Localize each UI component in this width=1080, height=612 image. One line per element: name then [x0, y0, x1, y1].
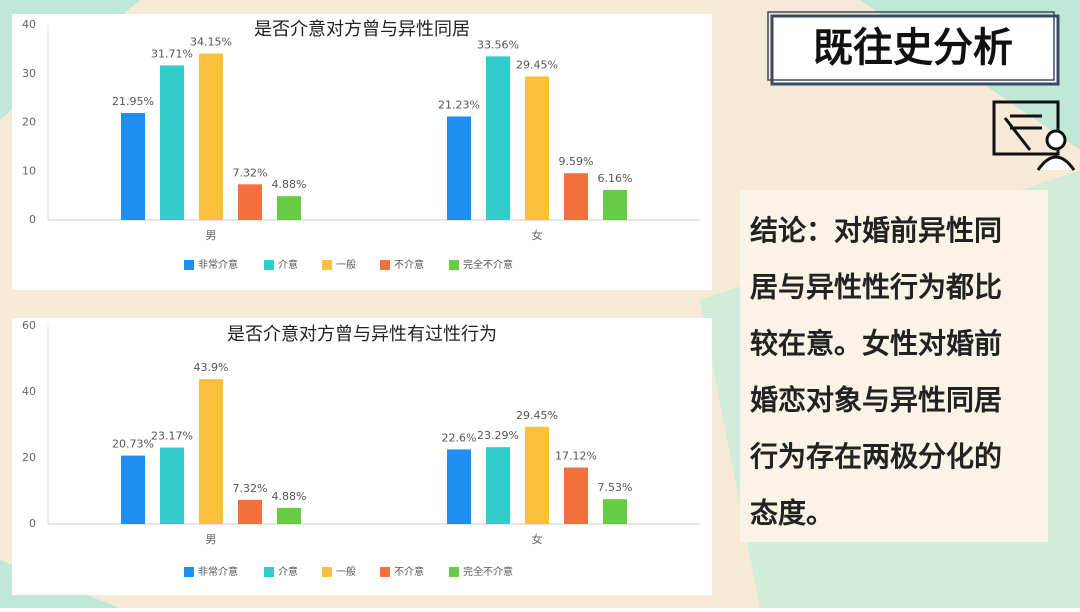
legend-swatch [380, 260, 390, 270]
legend-swatch [322, 567, 332, 577]
x-tick-label: 男 [206, 229, 217, 242]
legend-label: 介意 [278, 565, 298, 578]
bar [603, 499, 627, 524]
conclusion-line: 较在意。女性对婚前 [750, 327, 1002, 360]
y-tick-label: 0 [29, 517, 36, 530]
y-tick-label: 20 [22, 451, 36, 464]
legend-label: 介意 [278, 258, 298, 271]
conclusion-box [740, 190, 1048, 542]
legend-label: 一般 [336, 565, 356, 578]
legend-label: 不介意 [394, 258, 424, 271]
value-label: 7.53% [598, 481, 633, 494]
legend-swatch [449, 567, 459, 577]
value-label: 7.32% [233, 482, 268, 495]
bar [486, 447, 510, 524]
y-tick-label: 0 [29, 213, 36, 226]
conclusion-line: 居与异性性行为都比 [750, 271, 1002, 304]
bar [277, 196, 301, 220]
chart-title: 是否介意对方曾与异性有过性行为 [227, 324, 497, 345]
x-tick-label: 女 [532, 228, 543, 242]
bar [447, 449, 471, 524]
report-icon [992, 100, 1076, 171]
conclusion-line: 婚恋对象与异性同居 [750, 384, 1002, 417]
y-tick-label: 20 [22, 116, 36, 129]
y-tick-label: 60 [22, 319, 36, 332]
legend-swatch [322, 260, 332, 270]
legend-swatch [184, 567, 194, 577]
heading-box [770, 14, 1060, 86]
value-label: 21.23% [438, 99, 480, 112]
conclusion-line: 结论：对婚前异性同 [750, 214, 1002, 247]
chart-panel [12, 14, 712, 290]
y-tick-label: 10 [22, 164, 36, 177]
value-label: 34.15% [190, 36, 232, 49]
value-label: 4.88% [272, 490, 307, 503]
conclusion-line: 行为存在两极分化的 [749, 440, 1002, 473]
bar [238, 499, 262, 524]
value-label: 29.45% [516, 58, 558, 71]
y-tick-label: 40 [22, 18, 36, 31]
bar [277, 507, 301, 524]
y-tick-label: 30 [22, 67, 36, 80]
value-label: 31.71% [151, 47, 193, 60]
legend-label: 非常介意 [198, 565, 238, 578]
value-label: 7.32% [233, 166, 268, 179]
legend-swatch [264, 567, 274, 577]
value-label: 6.16% [598, 172, 633, 185]
bar [160, 65, 184, 220]
x-tick-label: 女 [532, 532, 543, 546]
legend-label: 完全不介意 [463, 258, 513, 271]
legend-swatch [449, 260, 459, 270]
value-label: 23.29% [477, 429, 519, 442]
bar [238, 184, 262, 220]
bar [603, 189, 627, 220]
legend-label: 一般 [336, 258, 356, 271]
chart-panel [12, 318, 712, 595]
legend-label: 完全不介意 [463, 565, 513, 578]
legend-swatch [184, 260, 194, 270]
chart-title: 是否介意对方曾与异性同居 [254, 19, 470, 40]
bar [160, 447, 184, 524]
value-label: 21.95% [112, 95, 154, 108]
bar [525, 426, 549, 524]
bar [199, 379, 223, 524]
conclusion-line: 态度。 [750, 497, 834, 530]
value-label: 33.56% [477, 38, 519, 51]
bar [486, 56, 510, 220]
legend-label: 非常介意 [198, 258, 238, 271]
value-label: 4.88% [272, 178, 307, 191]
heading: 既往史分析 [813, 25, 1013, 71]
bar [525, 76, 549, 221]
legend-swatch [380, 567, 390, 577]
value-label: 43.9% [194, 361, 229, 374]
y-tick-label: 40 [22, 385, 36, 398]
bar [199, 53, 223, 220]
bar [564, 467, 588, 524]
value-label: 20.73% [112, 438, 154, 451]
value-label: 29.45% [516, 409, 558, 422]
heading-frame [767, 11, 1055, 81]
bar [447, 116, 471, 220]
bar [121, 112, 145, 220]
value-label: 9.59% [559, 155, 594, 168]
legend-swatch [264, 260, 274, 270]
bar [121, 455, 145, 524]
value-label: 23.17% [151, 430, 193, 443]
bar [564, 173, 588, 220]
x-tick-label: 男 [206, 533, 217, 546]
legend-label: 不介意 [394, 565, 424, 578]
value-label: 22.6% [442, 431, 477, 444]
value-label: 17.12% [555, 450, 597, 463]
